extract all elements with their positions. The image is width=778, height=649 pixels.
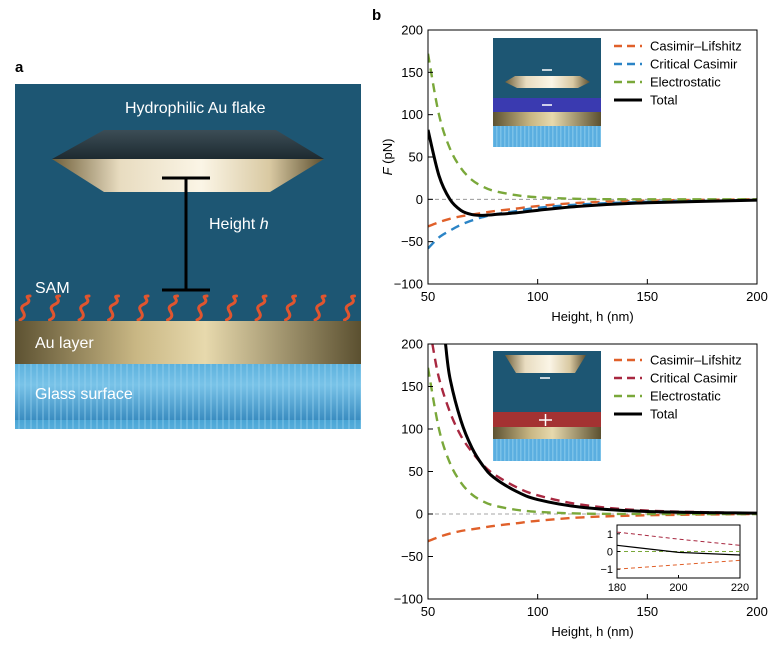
x-axis-label: Height, h (nm) [551,309,633,324]
height-label: Height h [209,216,269,233]
flake-label: Hydrophilic Au flake [125,100,266,117]
x-tick-label: 100 [527,289,549,304]
y-axis-label: F (pN) [380,139,395,176]
sam-molecules [18,294,356,322]
x-tick-label: 150 [636,604,658,619]
x-tick-label: 50 [421,604,435,619]
legend-label-total: Total [650,93,678,108]
sam-molecule [195,294,209,322]
y-tick-label: 100 [401,422,423,437]
glass-surface [15,364,361,429]
chart-bottom: 50 100 150 200 −100 −50 0 50 100 150 200 Height, h … [394,337,768,640]
schematic-inset-top [493,38,601,147]
series-line-total [444,344,757,515]
sam-label: SAM [35,280,70,297]
au-flake-top [52,130,324,159]
chart-top: 50 100 150 200 −100 −50 0 50 100 150 200 Height, h … [380,23,768,325]
sam-molecule [313,294,327,322]
y-tick-label: 200 [401,337,423,352]
legend-label-total: Total [650,407,678,422]
inset-y-tick-label: 0 [607,547,613,559]
sam-molecule [107,294,120,322]
y-tick-label: 50 [409,150,423,165]
glass-label: Glass surface [35,386,133,403]
x-tick-label: 50 [421,289,435,304]
sam-molecule [136,294,150,322]
series-line-casimir-lifshitz [428,512,757,543]
sam-molecule [18,294,32,322]
y-tick-label: 100 [401,107,423,122]
y-tick-label: 150 [401,379,423,394]
schematic-inset-bottom [493,351,601,461]
x-tick-label: 200 [746,604,768,619]
sam-molecule [284,294,297,322]
y-tick-label: 150 [401,65,423,80]
sam-molecule [254,294,268,322]
x-tick-label: 100 [527,604,549,619]
sam-molecule [343,294,356,322]
sam-molecule [77,294,91,322]
y-tick-label: 0 [416,507,423,522]
panel-a-label: a [15,59,24,76]
panel-b-label: b [372,7,381,24]
y-tick-label: 0 [416,192,423,207]
panel-a-illustration: Hydrophilic Au flake Height h SAM Au lay… [15,84,361,429]
inset-x-tick-label: 180 [608,582,626,594]
legend-label-critical-casimir: Critical Casimir [650,371,738,386]
sam-molecule [225,294,238,322]
series-line-critical-casimir [428,198,757,250]
au-flake-body [52,159,324,192]
sam-molecule [166,294,179,322]
legend-label-electrostatic: Electrostatic [650,389,721,404]
y-tick-label: −50 [401,234,423,249]
inset-y-tick-label: 1 [607,529,613,541]
inset-line-total [616,544,741,556]
y-tick-label: −50 [401,549,423,564]
inset-x-tick-label: 220 [731,582,749,594]
y-tick-label: 50 [409,464,423,479]
au-layer [15,321,361,364]
height-bar [162,176,210,292]
x-tick-label: 150 [636,289,658,304]
series-line-electrostatic [428,367,757,516]
inset-y-tick-label: −1 [600,564,613,576]
sam-molecule [48,294,61,322]
legend-label-critical-casimir: Critical Casimir [650,57,738,72]
au-layer-label: Au layer [35,335,94,352]
inset-frame [616,524,741,579]
x-tick-label: 200 [746,289,768,304]
inset-plot: −1 0 1 180 200 220 [600,524,749,594]
y-tick-label: −100 [394,592,423,607]
y-tick-label: 200 [401,23,423,38]
inset-x-tick-label: 200 [669,582,687,594]
series-line-casimir-lifshitz [428,198,757,228]
legend-label-electrostatic: Electrostatic [650,75,721,90]
series-line-electrostatic [428,53,757,201]
series-line-critical-casimir [431,344,757,515]
x-axis-label: Height, h (nm) [551,624,633,639]
y-tick-label: −100 [394,277,423,292]
legend-label-casimir-lifshitz: Casimir–Lifshitz [650,353,742,368]
series-line-total [428,129,757,217]
legend-label-casimir-lifshitz: Casimir–Lifshitz [650,39,742,54]
